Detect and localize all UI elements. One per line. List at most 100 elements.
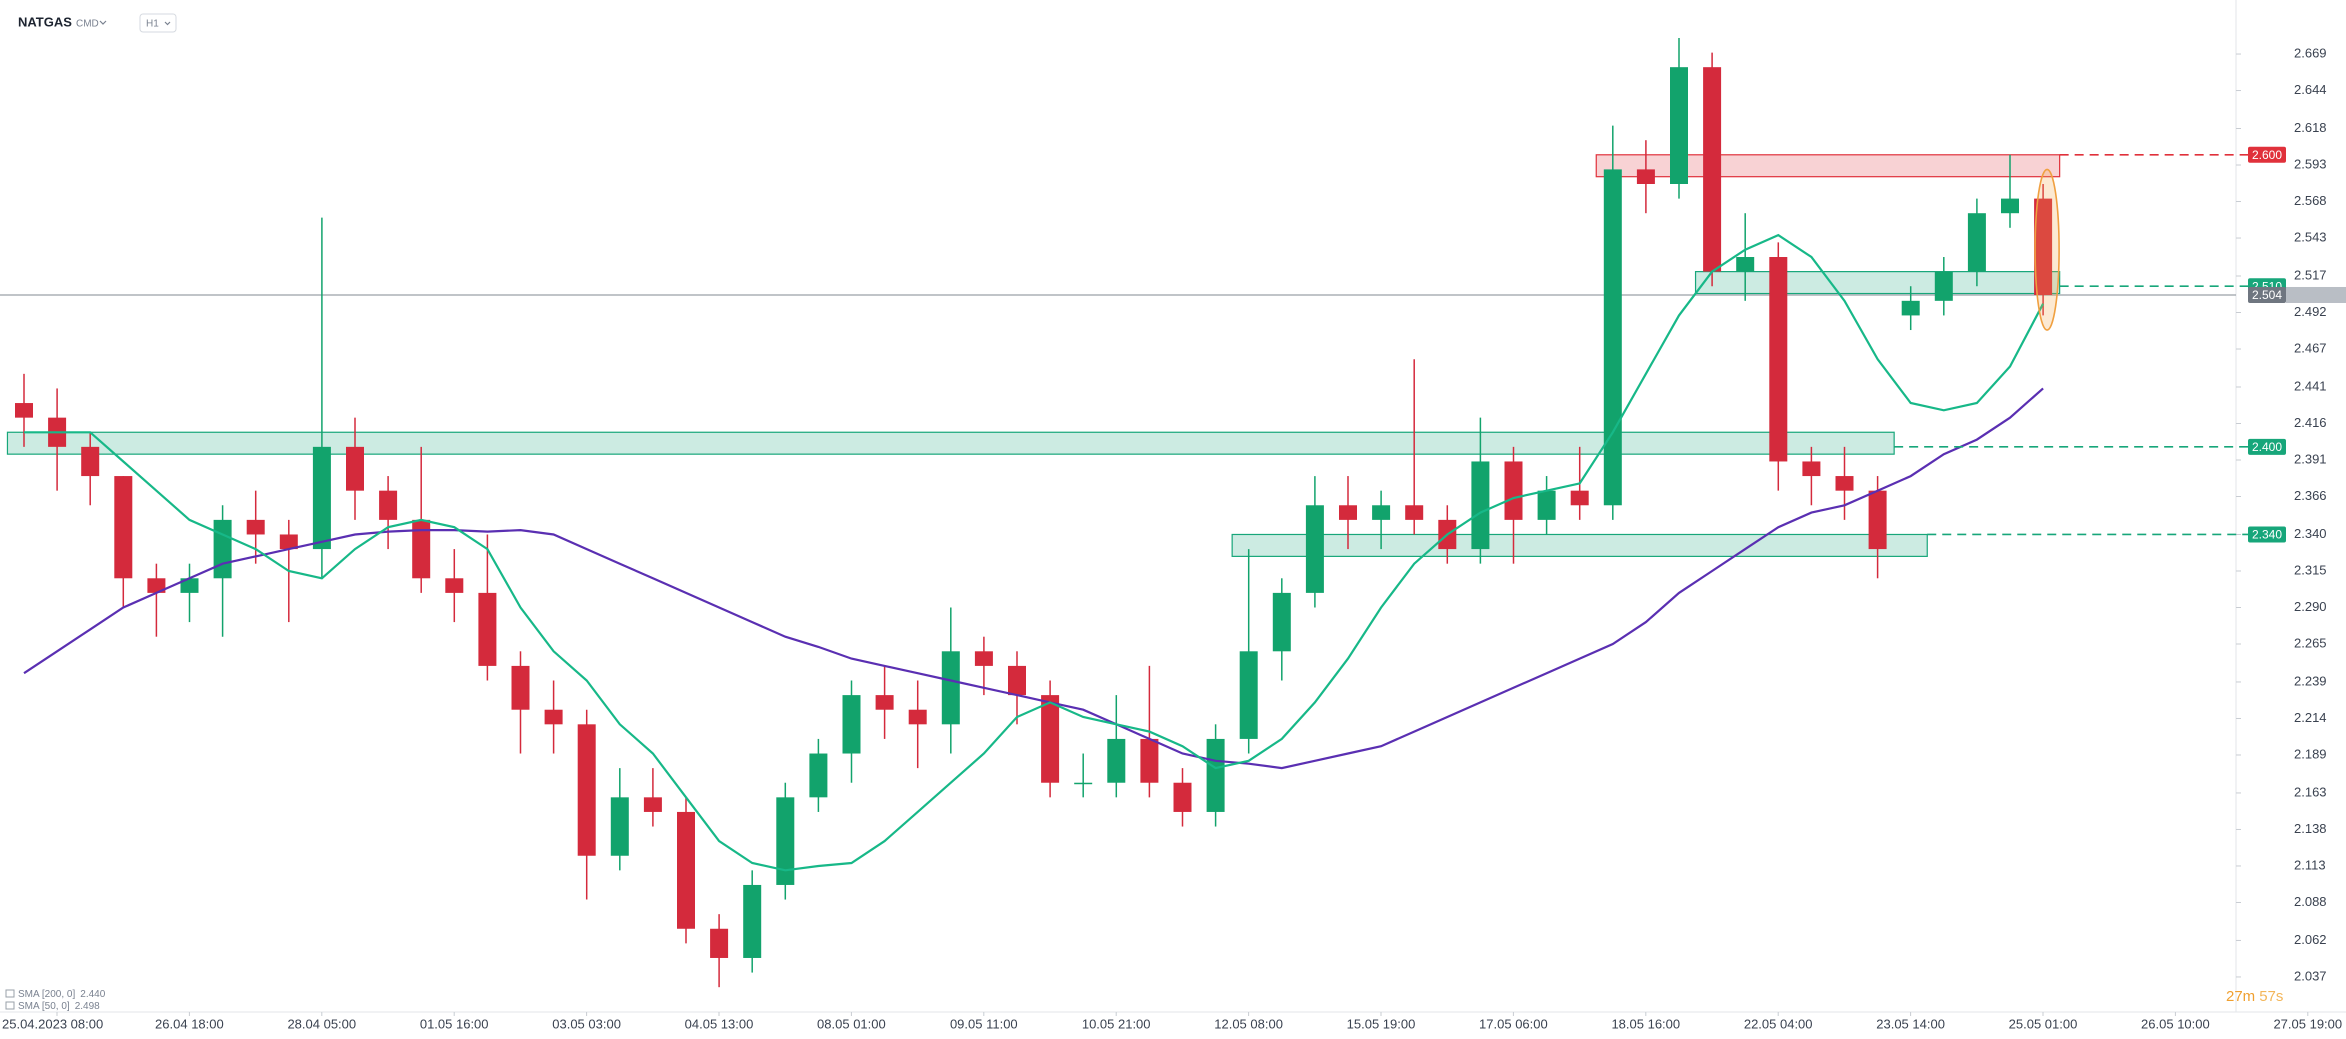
y-tick-label: 2.340: [2294, 526, 2327, 541]
x-tick-label: 01.05 16:00: [420, 1016, 489, 1031]
legend-value: 2.498: [75, 1001, 100, 1012]
candle-body: [2001, 198, 2019, 214]
candle-body: [2034, 198, 2053, 295]
candle-body: [1107, 738, 1126, 783]
candle-body: [312, 446, 331, 550]
level-zone: [1595, 154, 2061, 178]
candle-body: [1471, 461, 1490, 550]
y-tick-label: 2.644: [2294, 82, 2327, 97]
last-price-label: 2.504: [2252, 288, 2282, 302]
market-dropdown[interactable]: [99, 20, 107, 25]
candle-body: [1769, 257, 1788, 462]
candle-body: [1074, 782, 1093, 785]
candle-body: [1272, 592, 1291, 652]
interval-selector[interactable]: [139, 13, 177, 33]
legend-name: SMA [200, 0]: [18, 989, 75, 1000]
candle-body: [1967, 213, 1986, 272]
candle-body: [1339, 505, 1357, 520]
sma-line: [24, 233, 2045, 872]
candle-body: [1570, 490, 1589, 506]
level-tag-label: 2.400: [2252, 440, 2282, 454]
candle-body: [1305, 505, 1324, 593]
candle-body: [246, 519, 265, 535]
x-tick-label: 03.05 03:00: [552, 1016, 621, 1031]
candle-body: [643, 797, 662, 812]
candle-body: [743, 884, 762, 958]
y-tick-label: 2.441: [2294, 378, 2327, 393]
x-tick-label: 18.05 16:00: [1611, 1016, 1680, 1031]
level-tag: [2248, 526, 2286, 543]
candle-body: [1140, 738, 1159, 783]
y-tick-label: 2.669: [2294, 45, 2327, 60]
y-tick-label: 2.113: [2294, 857, 2326, 872]
level-tag-label: 2.340: [2252, 528, 2282, 542]
candle-body: [1901, 300, 1920, 316]
x-tick-label: 10.05 21:00: [1082, 1016, 1151, 1031]
candle-body: [412, 519, 431, 579]
y-tick-label: 2.189: [2294, 746, 2327, 761]
y-tick-label: 2.315: [2294, 562, 2327, 577]
y-tick-label: 2.543: [2294, 229, 2327, 244]
candle-body: [1703, 67, 1722, 272]
candle-body: [842, 695, 861, 754]
candle-body: [1670, 67, 1688, 184]
candle-body: [1802, 461, 1821, 477]
candle-body: [941, 651, 960, 725]
y-tick-label: 2.214: [2294, 710, 2327, 725]
y-tick-label: 2.492: [2294, 304, 2327, 319]
x-tick-label: 09.05 11:00: [950, 1016, 1018, 1031]
candle-body: [346, 446, 364, 491]
legend-entry: SMA [50, 0] 2.498: [18, 1001, 100, 1012]
last-price-tag: [2248, 286, 2286, 303]
candle-body: [610, 797, 629, 856]
x-tick-label: 28.04 05:00: [287, 1016, 356, 1031]
timer-seconds: 57s: [2259, 988, 2283, 1005]
candle-body: [379, 490, 398, 520]
candle-body: [1736, 257, 1755, 272]
candle-body: [974, 651, 993, 666]
level-tag: [2248, 146, 2286, 163]
candle-body: [15, 403, 33, 418]
candle-body: [180, 578, 199, 593]
candle-body: [1206, 738, 1225, 812]
y-tick-label: 2.593: [2294, 156, 2327, 171]
candle-body: [1504, 461, 1523, 520]
sma-line: [23, 387, 2044, 770]
candle-body: [147, 578, 166, 593]
candle-body: [544, 709, 563, 725]
interval: H1: [146, 19, 159, 30]
candle-body: [1008, 665, 1026, 696]
candle-body: [478, 592, 497, 666]
candle-body: [445, 578, 464, 593]
candle-body: [1603, 169, 1622, 506]
candle-body: [1835, 476, 1854, 491]
level-zone: [1231, 533, 1928, 557]
level-tag-label: 2.600: [2252, 148, 2282, 162]
candle-body: [1537, 490, 1556, 520]
candle-body: [908, 709, 927, 725]
highlight-ellipse: [2034, 168, 2060, 331]
x-tick-label: 26.04 18:00: [155, 1016, 224, 1031]
candle-body: [776, 797, 795, 885]
y-tick-label: 2.062: [2294, 932, 2327, 947]
level-tag: [2248, 438, 2286, 455]
x-tick-label: 25.05 01:00: [2009, 1016, 2078, 1031]
candle-body: [511, 665, 530, 710]
x-tick-label: 15.05 19:00: [1347, 1016, 1416, 1031]
legend-icon: [5, 1001, 15, 1010]
y-tick-label: 2.088: [2294, 894, 2327, 909]
y-tick-label: 2.138: [2294, 821, 2327, 836]
y-tick-label: 2.239: [2294, 673, 2327, 688]
x-tick-label: 08.05 01:00: [817, 1016, 886, 1031]
y-tick-label: 2.618: [2294, 120, 2327, 135]
market: CMD: [76, 19, 99, 30]
legend-name: SMA [50, 0]: [18, 1001, 70, 1012]
x-tick-label: 27.05 19:00: [2273, 1016, 2342, 1031]
candle-body: [1934, 271, 1953, 301]
y-tick-label: 2.568: [2294, 193, 2327, 208]
interval-arrow: [164, 21, 171, 26]
level-zone: [6, 431, 1895, 455]
candle-body: [1405, 505, 1424, 520]
x-tick-label: 25.04.2023 08:00: [2, 1016, 103, 1031]
